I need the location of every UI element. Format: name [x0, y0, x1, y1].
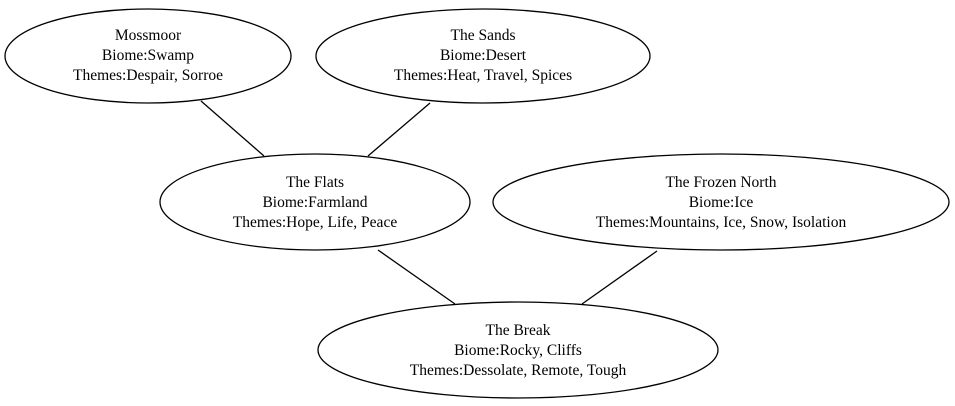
- edge-flats-break: [377, 249, 456, 305]
- node-sands: The Sands Biome:Desert Themes:Heat, Trav…: [315, 8, 651, 104]
- edge-sands-flats: [367, 102, 431, 157]
- node-frozen-north-themes: Themes:Mountains, Ice, Snow, Isolation: [596, 214, 847, 231]
- node-break: The Break Biome:Rocky, Cliffs Themes:Des…: [317, 301, 719, 399]
- edge-frozen-north-break: [581, 250, 658, 305]
- node-break-biome: Biome:Rocky, Cliffs: [454, 342, 582, 359]
- node-flats-biome: Biome:Farmland: [262, 194, 367, 211]
- node-mossmoor-themes: Themes:Despair, Sorroe: [73, 67, 223, 84]
- node-flats: The Flats Biome:Farmland Themes:Hope, Li…: [159, 153, 471, 251]
- node-frozen-north-biome: Biome:Ice: [689, 194, 754, 211]
- node-mossmoor: Mossmoor Biome:Swamp Themes:Despair, Sor…: [4, 8, 292, 104]
- node-break-themes: Themes:Dessolate, Remote, Tough: [410, 362, 627, 379]
- node-sands-shape: [315, 8, 651, 104]
- node-mossmoor-shape: [4, 8, 292, 104]
- node-flats-name: The Flats: [286, 174, 344, 191]
- node-break-shape: [317, 301, 719, 399]
- node-flats-shape: [159, 153, 471, 251]
- node-sands-biome: Biome:Desert: [440, 47, 527, 64]
- node-sands-themes: Themes:Heat, Travel, Spices: [394, 67, 572, 84]
- node-frozen-north-name: The Frozen North: [665, 174, 776, 191]
- node-mossmoor-biome: Biome:Swamp: [102, 47, 194, 64]
- node-flats-themes: Themes:Hope, Life, Peace: [233, 214, 398, 231]
- node-mossmoor-name: Mossmoor: [115, 27, 182, 44]
- node-frozen-north-shape: [492, 153, 950, 251]
- node-frozen-north: The Frozen North Biome:Ice Themes:Mounta…: [492, 153, 950, 251]
- edge-mossmoor-flats: [200, 100, 265, 157]
- node-break-name: The Break: [486, 322, 551, 339]
- node-sands-name: The Sands: [450, 27, 515, 44]
